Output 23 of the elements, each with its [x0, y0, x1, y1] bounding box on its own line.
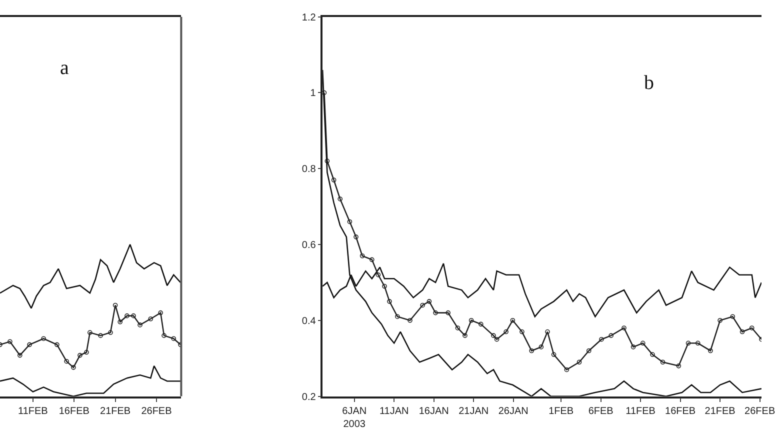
y-tick-label: 1: [310, 88, 316, 100]
x-tick-label: 26FEB: [744, 406, 776, 418]
x-tick-label: 6JAN 2003: [342, 406, 367, 430]
y-tick-label: 0.4: [302, 316, 316, 327]
x-tick-label: 6FEB: [588, 406, 614, 418]
x-tick-label: 11FEB: [18, 406, 48, 418]
x-tick-label: 11JAN: [379, 406, 409, 418]
x-tick-label: 21FEB: [100, 406, 131, 418]
x-tick-label: 1FEB: [548, 406, 574, 418]
x-tick-label: 11FEB: [626, 406, 656, 418]
x-tick-label: 16FEB: [665, 406, 696, 418]
annotation: b: [644, 72, 654, 94]
text: a: [60, 57, 69, 79]
x-tick-label: 21FEB: [704, 406, 736, 418]
y-tick-label: 0.2: [302, 392, 316, 403]
x-tick-label: 26FEB: [141, 406, 172, 418]
x-tick-label: 26JAN: [498, 406, 528, 418]
x-tick-label: 16FEB: [58, 406, 90, 418]
y-tick-label: 0.6: [302, 240, 316, 252]
y-tick-label: 1.2: [302, 12, 316, 24]
x-tick-label: 16JAN: [418, 406, 449, 418]
y-tick-label: 0.8: [302, 164, 316, 176]
x-tick-label: 21JAN: [458, 406, 489, 418]
